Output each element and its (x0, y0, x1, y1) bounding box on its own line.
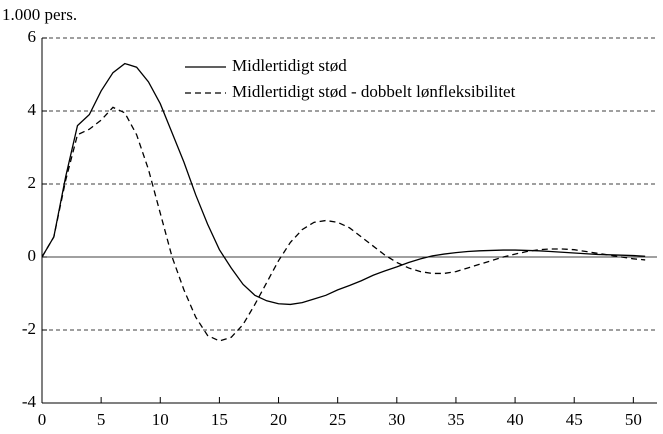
y-tick-label: 0 (28, 246, 37, 265)
x-tick-label: 30 (388, 410, 405, 429)
y-tick-label: 6 (28, 27, 37, 46)
x-tick-label: 10 (152, 410, 169, 429)
x-tick-label: 20 (270, 410, 287, 429)
y-tick-label: 2 (28, 173, 37, 192)
series-line (41, 106, 646, 342)
x-tick-label: 25 (329, 410, 346, 429)
x-tick-label: 0 (38, 410, 47, 429)
y-tick-label: -4 (22, 392, 37, 411)
x-tick-label: 40 (507, 410, 524, 429)
x-tick-label: 45 (566, 410, 583, 429)
legend-label: Midlertidigt stød (232, 56, 347, 75)
y-tick-label: -2 (22, 319, 36, 338)
x-tick-label: 5 (97, 410, 106, 429)
x-tick-label: 15 (211, 410, 228, 429)
y-tick-label: 4 (28, 100, 37, 119)
x-tick-label: 50 (625, 410, 642, 429)
x-tick-label: 35 (447, 410, 464, 429)
y-axis-label: 1.000 pers. (2, 5, 77, 24)
legend-label: Midlertidigt stød - dobbelt lønfleksibil… (232, 82, 516, 101)
series-line (41, 62, 646, 306)
